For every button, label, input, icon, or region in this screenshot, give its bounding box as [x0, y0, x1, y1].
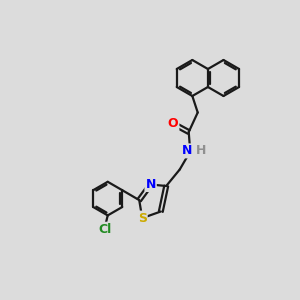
- Text: N: N: [146, 178, 156, 191]
- Text: Cl: Cl: [99, 223, 112, 236]
- Text: N: N: [182, 144, 192, 158]
- Text: S: S: [138, 212, 147, 225]
- Text: H: H: [196, 144, 206, 158]
- Text: O: O: [168, 117, 178, 130]
